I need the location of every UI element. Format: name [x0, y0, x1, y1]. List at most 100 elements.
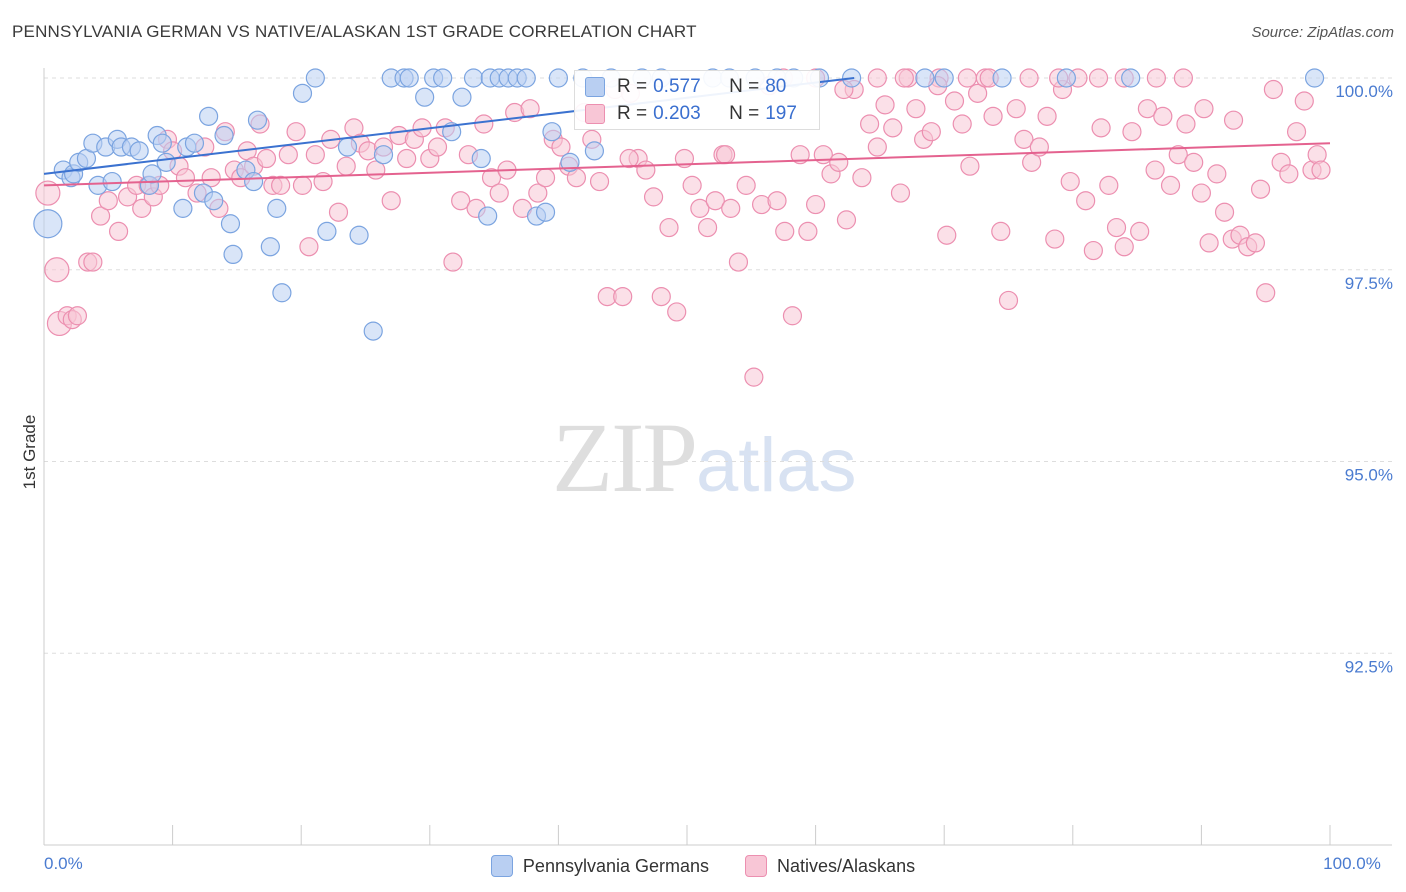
chart-title: PENNSYLVANIA GERMAN VS NATIVE/ALASKAN 1S…: [12, 22, 697, 41]
natives-point: [1122, 122, 1142, 142]
natives-point: [1245, 233, 1266, 253]
natives-point: [67, 306, 88, 326]
r-value: 0.577: [653, 76, 701, 97]
natives-point: [175, 168, 196, 188]
natives-point: [1250, 179, 1271, 199]
natives-point: [906, 99, 926, 119]
natives-point: [1088, 68, 1109, 88]
legend-item-natives-alaskans[interactable]: Natives/Alaskans: [745, 855, 915, 877]
natives-point: [286, 122, 306, 142]
natives-point: [613, 286, 633, 307]
pennsylvania-point: [102, 171, 122, 192]
watermark-zip: ZIP: [552, 402, 698, 513]
pennsylvania-point: [142, 164, 162, 184]
natives-point: [798, 221, 818, 241]
natives-point: [659, 217, 679, 238]
natives-point: [551, 137, 571, 157]
n-value: 197: [765, 103, 797, 124]
natives-point: [697, 217, 718, 238]
legend: Pennsylvania Germans Natives/Alaskans: [0, 852, 1406, 880]
pennsylvania-point: [1056, 68, 1076, 88]
natives-point: [875, 95, 895, 115]
legend-item-pennsylvania-germans[interactable]: Pennsylvania Germans: [490, 855, 710, 877]
pennsylvania-point: [152, 133, 172, 153]
natives-point: [1311, 160, 1331, 180]
natives-point: [1263, 79, 1284, 100]
natives-point: [1076, 191, 1096, 211]
pennsylvania-point: [584, 141, 605, 161]
pennsylvania-point: [415, 87, 435, 107]
r-label: R =: [617, 103, 648, 124]
watermark-atlas: atlas: [696, 423, 857, 508]
n-label: N =: [729, 76, 760, 97]
n-value: 80: [765, 76, 787, 97]
pennsylvania-point: [548, 68, 569, 88]
natives-point: [852, 168, 872, 188]
pennsylvania-point: [272, 283, 292, 303]
pennsylvania-point: [173, 198, 193, 218]
natives-point: [271, 175, 291, 195]
pennsylvania-point: [204, 191, 224, 211]
natives-point: [952, 114, 972, 134]
natives-point: [651, 286, 671, 307]
natives-trendline: [43, 142, 1331, 187]
pennsylvania-point: [247, 110, 268, 130]
natives-point: [1130, 221, 1150, 241]
natives-point: [1184, 152, 1204, 172]
natives-point: [481, 168, 502, 188]
pennsylvania-point: [992, 68, 1012, 88]
natives-point: [443, 252, 463, 272]
natives-point: [937, 225, 957, 245]
x-tick-label: 0.0%: [44, 854, 83, 873]
natives-point: [1060, 171, 1080, 192]
natives-point: [1145, 160, 1165, 180]
natives-point: [867, 68, 887, 88]
natives-point: [44, 257, 70, 283]
natives-point: [1173, 68, 1193, 88]
natives-point: [782, 306, 803, 326]
stats-box: R = 0.577 N = 80 R = 0.203 N = 197: [574, 70, 820, 130]
natives-point: [1045, 229, 1065, 249]
natives-point: [35, 180, 61, 206]
pennsylvania-point: [471, 148, 491, 169]
natives-point: [1199, 233, 1219, 253]
pennsylvania-point: [214, 125, 234, 146]
natives-point: [944, 91, 965, 111]
natives-point: [328, 202, 349, 222]
pennsylvania-point: [934, 68, 954, 88]
x-tick-label: 100.0%: [1323, 854, 1381, 873]
natives-point: [589, 171, 610, 192]
natives-point: [397, 148, 417, 169]
natives-point: [1114, 237, 1134, 257]
natives-point: [1279, 164, 1299, 184]
source-label: Source: ZipAtlas.com: [1251, 24, 1394, 41]
pennsylvania-point: [337, 137, 358, 157]
natives-point: [336, 156, 356, 176]
legend-label-pennsylvania: Pennsylvania Germans: [522, 855, 710, 876]
natives-point: [1153, 106, 1173, 126]
watermark: ZIPatlas: [552, 400, 857, 515]
y-tick-label: 100.0%: [1335, 82, 1393, 101]
pennsylvania-point: [478, 206, 498, 226]
natives-point: [991, 221, 1011, 241]
natives-point: [1191, 183, 1212, 203]
r-value: 0.203: [653, 103, 701, 124]
pennsylvania-point: [156, 152, 176, 172]
natives-point: [721, 198, 741, 218]
pennsylvania-point: [317, 221, 337, 241]
y-tick-label: 95.0%: [1345, 466, 1393, 485]
legend-swatch-natives: [745, 855, 768, 877]
pennsylvania-point: [1121, 68, 1141, 88]
natives-point: [805, 194, 826, 215]
y-tick-label: 97.5%: [1345, 274, 1393, 293]
natives-point: [998, 290, 1019, 311]
pennsylvania-point: [535, 202, 556, 222]
natives-point: [767, 191, 787, 211]
natives-point: [1176, 114, 1196, 134]
pennsylvania-point: [184, 133, 205, 153]
stats-row-natives: R = 0.203 N = 197: [585, 101, 797, 127]
pennsylvania-point: [260, 237, 280, 257]
pennsylvania-point: [33, 209, 63, 239]
y-tick-label: 92.5%: [1345, 657, 1393, 676]
